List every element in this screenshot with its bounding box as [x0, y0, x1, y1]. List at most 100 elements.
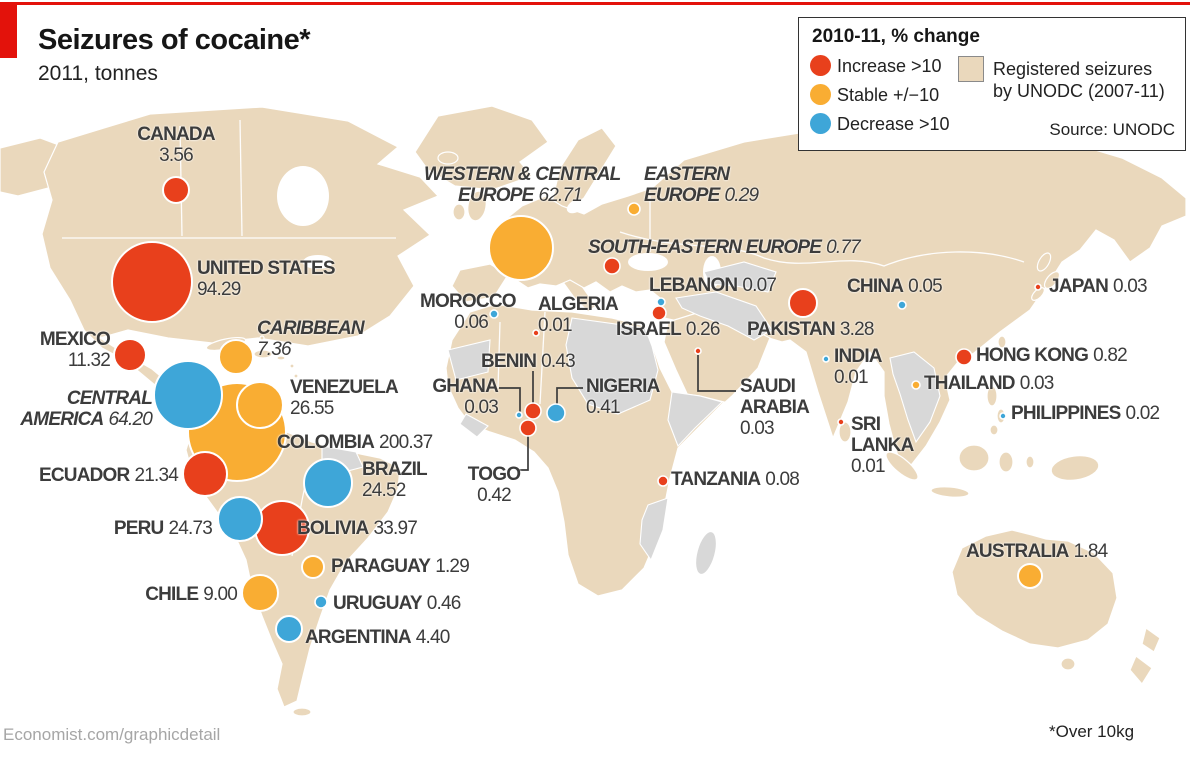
stable-dot-icon [810, 84, 831, 105]
legend-source: Source: UNODC [1049, 120, 1175, 139]
callout-line-ghana [499, 387, 521, 412]
legend-area-label: Registered seizures by UNODC (2007-11) [993, 58, 1165, 102]
callout-line-nigeria [556, 387, 583, 404]
bubble-tanzania [657, 475, 669, 487]
bubble-central-america [153, 360, 223, 430]
decrease-dot-icon [810, 113, 831, 134]
bubble-lebanon [656, 297, 666, 307]
border-africa-2 [539, 311, 546, 405]
island-japan-main [1043, 271, 1061, 289]
island-antilles-2 [293, 373, 299, 379]
bubble-eastern-europe [627, 202, 641, 216]
bubble-canada [162, 176, 190, 204]
legend-title: 2010-11, % change [812, 26, 980, 47]
bubble-mexico [113, 338, 147, 372]
landmass-north-america [41, 106, 440, 424]
gray-horn-of-africa [667, 391, 724, 448]
island-bahamas [259, 335, 265, 341]
hudson-bay [277, 166, 329, 226]
bubble-caribbean [218, 339, 254, 375]
registered-area-swatch-icon [958, 56, 984, 82]
island-new-guinea [1050, 455, 1100, 481]
island-ireland [452, 203, 466, 221]
bubble-venezuela [236, 381, 284, 429]
bubble-china [897, 300, 907, 310]
island-japan-north [1036, 252, 1052, 272]
callout-lines [499, 355, 736, 471]
legend-area-label-line1: Registered seizures [993, 59, 1153, 79]
bubble-paraguay [301, 555, 325, 579]
legend-item-stable-label: Stable +/−10 [837, 85, 940, 105]
island-java [930, 486, 970, 498]
bubble-south-eastern-europe [603, 257, 621, 275]
border-canada-2 [239, 119, 243, 237]
island-sumatra [885, 451, 919, 481]
gray-libya-sudan [565, 317, 659, 415]
border-russia-kazakh [619, 231, 1025, 267]
accent-rule [0, 2, 1190, 5]
island-tasmania [1060, 657, 1076, 671]
legend-box: 2010-11, % change Increase >10 Stable +/… [798, 17, 1186, 151]
accent-block [0, 2, 17, 58]
bubble-nigeria [546, 403, 566, 423]
bubble-western-central-europe [488, 215, 554, 281]
bubble-argentina [275, 615, 303, 643]
gray-mozambique [639, 497, 669, 562]
island-puerto-rico [276, 355, 286, 361]
island-philippines-mindanao [989, 424, 999, 436]
island-borneo [958, 444, 990, 472]
island-new-zealand-south [1129, 655, 1153, 686]
bubble-israel [651, 305, 667, 321]
bubble-peru [217, 496, 263, 542]
great-lakes [303, 255, 333, 269]
bubble-hong-kong [955, 348, 973, 366]
legend-area-label-line2: by UNODC (2007-11) [993, 81, 1165, 101]
baltic-sea [566, 198, 586, 214]
island-great-britain [467, 190, 487, 222]
legend-item-decrease-label: Decrease >10 [837, 114, 950, 134]
island-japan-south [1031, 287, 1045, 301]
gray-indochina [889, 351, 941, 444]
gray-western-sahara [447, 339, 491, 381]
bubble-chile [241, 574, 279, 612]
legend-item-increase-label: Increase >10 [837, 56, 942, 76]
gray-iran-iraq [675, 291, 773, 341]
bubble-bolivia [254, 500, 310, 556]
increase-dot-icon [810, 55, 831, 76]
border-africa-1 [497, 321, 501, 389]
bubble-thailand [911, 380, 921, 390]
bubble-brazil [303, 458, 353, 508]
callout-line-togo [519, 436, 529, 471]
island-sri-lanka [838, 421, 852, 443]
bubble-ecuador [182, 451, 228, 497]
black-sea [628, 253, 668, 271]
footer-site-link[interactable]: Economist.com/graphicdetail [3, 725, 221, 744]
footnote: *Over 10kg [1049, 722, 1135, 741]
bubble-sri-lanka [837, 418, 845, 426]
bubble-uruguay [314, 595, 328, 609]
page-subtitle: 2011, tonnes [38, 62, 158, 85]
landmass-scandinavia [551, 127, 617, 213]
bubble-togo [519, 419, 537, 437]
island-hispaniola [253, 349, 273, 359]
bubble-united-states [111, 241, 193, 323]
landmass-greenland [414, 105, 549, 191]
island-moluccas [1025, 455, 1035, 469]
island-new-zealand-north [1141, 626, 1161, 653]
island-tierra-del-fuego [292, 707, 312, 717]
landmass-iceland [437, 151, 459, 165]
bubble-australia [1017, 563, 1043, 589]
bubble-pakistan [788, 288, 818, 318]
bubble-morocco [489, 309, 499, 319]
bubble-ghana [515, 411, 523, 419]
island-taiwan [997, 335, 1007, 349]
bubble-india [822, 355, 830, 363]
island-philippines-luzon [986, 385, 998, 407]
island-sulawesi [998, 451, 1014, 473]
bubble-philippines [999, 412, 1007, 420]
island-madagascar [695, 531, 717, 575]
gray-central-asia [703, 261, 777, 293]
bubble-algeria [532, 329, 540, 337]
